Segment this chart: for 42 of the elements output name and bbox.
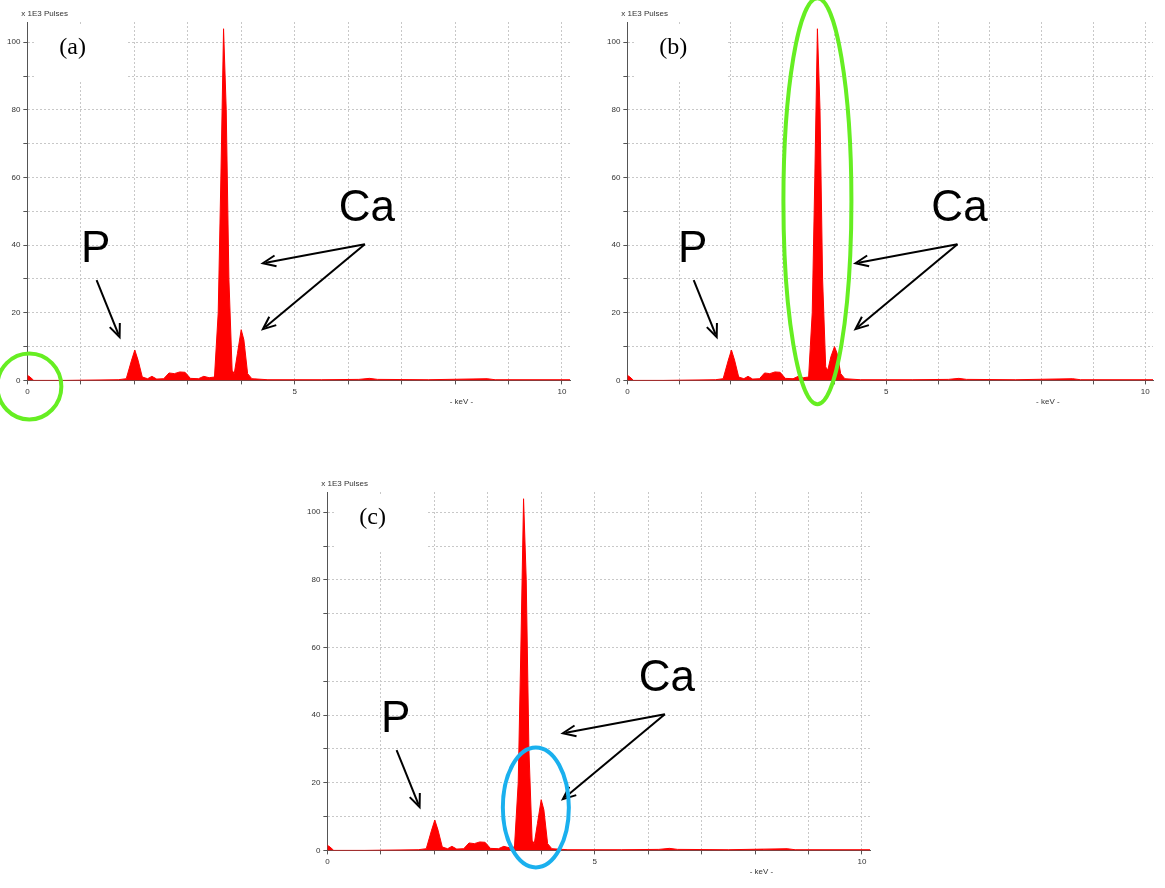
- y-tick-label: 100: [6, 37, 21, 47]
- y-tick-label: 60: [311, 642, 321, 652]
- text: (c): [359, 503, 386, 530]
- y-tick-label: 20: [611, 307, 621, 317]
- y-tick-label: 0: [315, 845, 321, 855]
- y-tick-label: 100: [306, 507, 321, 517]
- y-tick-label: 100: [606, 37, 621, 47]
- x-axis-title: - keV -: [749, 866, 774, 876]
- x-axis-title: - keV -: [449, 396, 474, 406]
- x-axis-title: - keV -: [1036, 396, 1060, 406]
- x-tick-label: 5: [292, 387, 298, 397]
- y-tick-label: 40: [11, 240, 21, 250]
- y-tick-label: 40: [311, 710, 321, 720]
- annotation: Ca: [338, 181, 396, 231]
- x-tick-label: 0: [25, 387, 31, 397]
- y-tick-label: 80: [611, 105, 621, 115]
- y-tick-label: 40: [611, 240, 621, 250]
- x-tick-label: 10: [557, 387, 567, 397]
- y-tick-label: 80: [11, 105, 21, 115]
- x-tick-label: 0: [625, 387, 631, 397]
- text: (a): [59, 33, 86, 60]
- y-tick-label: 80: [311, 575, 321, 585]
- annotation: Ca: [931, 181, 989, 231]
- y-axis-title: x 1E3 Pulses: [621, 9, 669, 19]
- y-axis-title: x 1E3 Pulses: [321, 479, 369, 489]
- annotation: P: [80, 222, 111, 272]
- x-tick-label: 0: [325, 857, 331, 867]
- y-tick-label: 0: [15, 375, 21, 385]
- x-tick-label: 5: [884, 387, 890, 397]
- y-tick-label: 0: [615, 375, 621, 385]
- y-tick-label: 20: [11, 307, 21, 317]
- x-tick-label: 10: [857, 857, 867, 867]
- x-tick-label: 10: [1140, 387, 1151, 397]
- y-tick-label: 20: [311, 777, 321, 787]
- annotation: P: [678, 222, 708, 272]
- x-tick-label: 5: [592, 857, 598, 867]
- annotation: P: [380, 692, 411, 742]
- y-tick-label: 60: [611, 172, 621, 182]
- annotation: Ca: [638, 651, 696, 701]
- y-axis-title: x 1E3 Pulses: [21, 9, 69, 19]
- y-tick-label: 60: [11, 172, 21, 182]
- text: (b): [659, 33, 688, 60]
